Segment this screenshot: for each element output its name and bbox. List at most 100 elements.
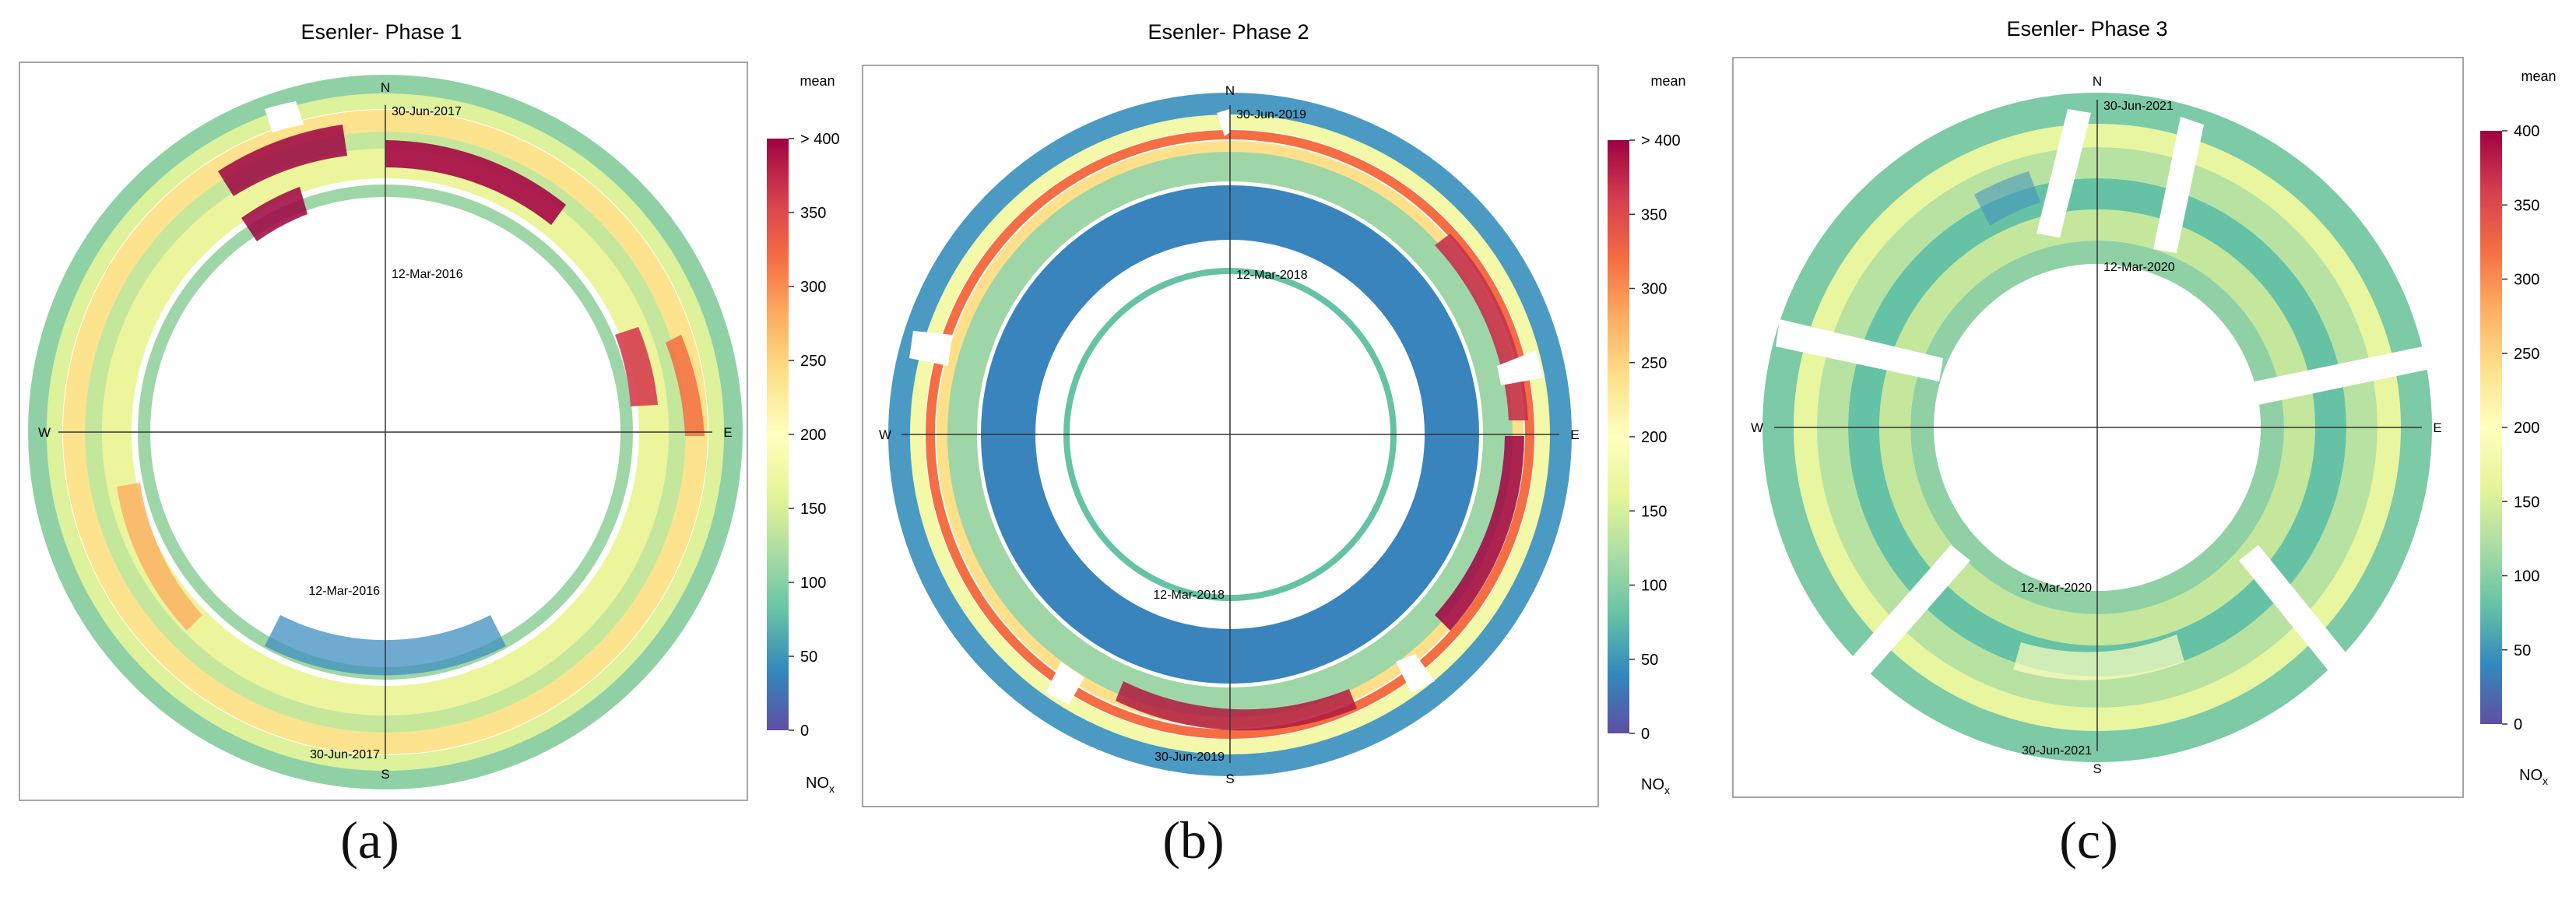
sector-patch [666,335,705,436]
colorbar-tick-label: 250 [800,353,826,370]
caption-c: (c) [2059,810,2118,870]
panel-a: Esenler- Phase 1 N S E W 30-Jun-20 [19,20,840,801]
colorbar-tick-label: 50 [2514,642,2531,659]
data-gap [1046,662,1084,705]
colorbar-tick-label: 200 [800,427,826,444]
colorbar: mean 0 50 100 150 200 250 300 350 > 400 NOx [767,73,840,795]
pollutant-label: NOx [806,775,835,795]
data-gap [1396,654,1435,693]
panel-b: Esenler- Phase 2 N S E W 30-Jun-20 [862,20,1686,807]
colorbar: mean 0 50 100 150 200 250 300 350 > 400 NOx [1608,73,1686,796]
data-gap [1776,319,1943,381]
sector-patch [241,187,308,241]
time-label-end-s: 30-Jun-2019 [1154,751,1225,764]
colorbar-tick-label: 300 [1641,281,1667,298]
panel-c: Esenler- Phase 3 N S E W 30-Jun-2021 [1732,17,2557,798]
colorbar-gradient [767,139,789,730]
data-gap [179,296,226,374]
colorbar-tick-label: 250 [1641,355,1667,372]
colorbar-tick-label: 100 [800,575,826,592]
direction-w: W [879,427,891,442]
pollutant-sub: x [829,782,835,795]
sector-patch [385,140,566,225]
time-label-end-n: 30-Jun-2021 [2103,100,2174,113]
direction-e: E [723,425,732,440]
sector-patch [1116,681,1357,731]
colorbar-gradient [1608,140,1629,733]
direction-n: N [1225,83,1235,98]
direction-s: S [2093,761,2101,776]
sector-patch [2013,635,2184,680]
chart-title: Esenler- Phase 3 [2006,17,2167,40]
direction-e: E [1570,427,1579,442]
colorbar-gradient [2480,131,2502,724]
colorbar-tick-label: 0 [1641,726,1650,743]
pollutant-main: NO [806,775,829,792]
data-gap [2037,109,2091,237]
colorbar-tick-label: 250 [2514,346,2539,363]
pollutant-label: NOx [1641,776,1670,796]
time-label-start-n: 12-Mar-2018 [1236,269,1308,282]
pollutant-sub: x [1664,784,1670,796]
colorbar-tick-label: 200 [2514,420,2539,437]
colorbar-tick-label: 50 [800,649,817,666]
direction-w: W [38,425,51,440]
sector-patch [1974,171,2040,226]
time-label-end-s: 30-Jun-2017 [310,748,380,761]
chart-title: Esenler- Phase 1 [300,20,462,44]
time-label-start-s: 12-Mar-2020 [2020,582,2092,595]
ring-band [28,75,743,789]
ring-band [47,93,724,771]
data-gap [909,331,952,366]
polar-annulus: N S E W 30-Jun-2017 12-Mar-2016 12-Mar-2… [28,75,743,789]
time-label-start-s: 12-Mar-2018 [1153,589,1225,602]
data-gap [1217,109,1230,136]
colorbar-tick-label: 50 [1641,652,1658,669]
colorbar-tick-label: 350 [1641,206,1667,223]
data-gap [2153,117,2204,253]
direction-e: E [2433,420,2441,435]
time-label-end-n: 30-Jun-2019 [1236,108,1306,121]
direction-n: N [2093,74,2102,89]
time-label-start-n: 12-Mar-2020 [2103,261,2175,274]
colorbar-tick-label: 300 [2514,272,2539,289]
colorbar-tick-label: > 400 [800,131,840,148]
sector-patch [218,125,347,196]
colorbar-tick-label: 150 [800,501,826,518]
caption-a: (a) [340,810,399,870]
colorbar-tick-label: 350 [2514,197,2539,214]
caption-b: (b) [1162,810,1225,870]
colorbar-title: mean [2521,69,2556,84]
sector-patch [1435,436,1524,631]
colorbar-tick-label: 400 [2514,123,2539,140]
direction-s: S [381,767,389,782]
colorbar-tick-label: 350 [800,205,826,222]
polar-annulus: N S E W 30-Jun-2021 12-Mar-2020 12-Mar-2… [1751,74,2445,776]
direction-n: N [381,80,390,95]
sector-patch [615,327,658,406]
data-gap [1497,350,1544,385]
colorbar-tick-label: 100 [2514,568,2539,585]
chart-title: Esenler- Phase 2 [1147,20,1309,44]
polar-annulus: N S E W 30-Jun-2019 12-Mar-2018 12-Mar-2… [879,83,1580,786]
colorbar-tick-label: 300 [800,279,826,296]
data-gap [265,101,304,132]
colorbar-tick-label: 150 [1641,503,1667,520]
colorbar-tick-label: 150 [2514,494,2539,511]
pollutant-label: NOx [2519,767,2548,787]
ring-band [888,93,1572,776]
direction-w: W [1751,420,1763,435]
colorbar-tick-label: > 400 [1641,132,1681,149]
pollutant-main: NO [2519,767,2543,784]
time-label-start-s: 12-Mar-2016 [308,585,380,598]
pollutant-main: NO [1641,776,1664,793]
colorbar-tick-label: 200 [1641,429,1667,446]
colorbar-tick-label: 100 [1641,578,1667,595]
direction-s: S [1225,772,1234,786]
colorbar-tick-label: 0 [800,722,809,740]
colorbar-title: mean [800,73,835,89]
time-label-start-n: 12-Mar-2016 [392,268,463,281]
time-label-end-s: 30-Jun-2021 [2022,744,2092,758]
colorbar: mean 0 50 100 150 200 250 300 350 400 NOx [2480,69,2557,787]
